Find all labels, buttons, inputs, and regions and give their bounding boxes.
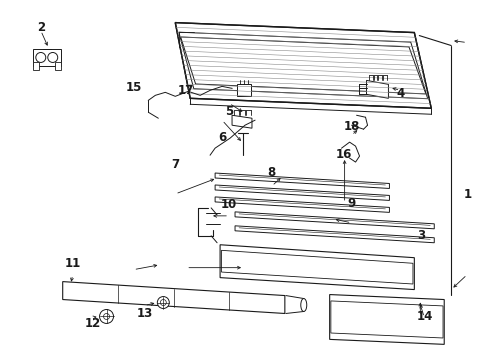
Text: 2: 2 [37,21,45,34]
Text: 4: 4 [395,87,404,100]
Text: 12: 12 [84,317,101,330]
Text: 18: 18 [343,120,359,133]
Text: 13: 13 [136,307,152,320]
Polygon shape [329,294,443,345]
Text: 11: 11 [65,257,81,270]
Polygon shape [215,197,388,212]
Text: 16: 16 [335,148,352,161]
Polygon shape [237,84,250,96]
Polygon shape [220,245,413,289]
Text: 3: 3 [416,229,424,242]
Polygon shape [33,62,39,71]
Circle shape [103,314,109,319]
Text: 10: 10 [221,198,237,211]
Polygon shape [175,23,430,108]
Text: 1: 1 [463,188,471,201]
Ellipse shape [300,298,306,311]
Polygon shape [235,212,433,229]
Circle shape [100,310,113,323]
Text: 15: 15 [125,81,142,94]
Text: 9: 9 [347,197,355,210]
Circle shape [157,297,169,309]
Polygon shape [55,62,61,71]
Polygon shape [215,173,388,189]
Text: 5: 5 [224,105,233,118]
Text: 7: 7 [171,158,179,171]
Polygon shape [62,282,285,314]
Polygon shape [235,226,433,243]
Text: 14: 14 [416,310,432,324]
Text: 8: 8 [266,166,275,179]
Circle shape [160,300,166,306]
Polygon shape [215,185,388,201]
Text: 6: 6 [218,131,226,144]
Text: 17: 17 [178,84,194,97]
Polygon shape [33,49,61,67]
Circle shape [48,53,58,62]
Polygon shape [366,80,387,98]
Circle shape [36,53,46,62]
Polygon shape [232,115,251,128]
